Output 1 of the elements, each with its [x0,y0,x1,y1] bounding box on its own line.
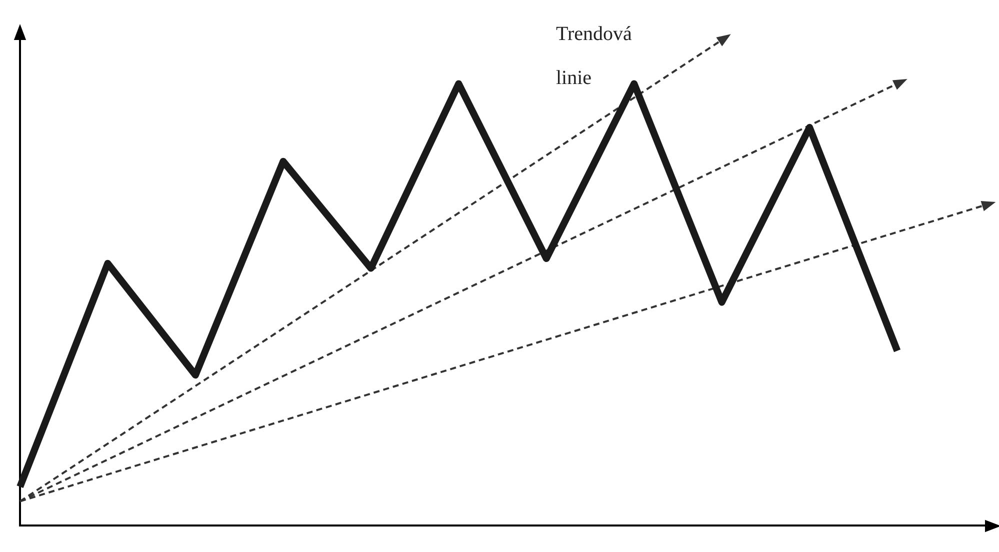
annotation: Trendová linie [556,22,633,91]
